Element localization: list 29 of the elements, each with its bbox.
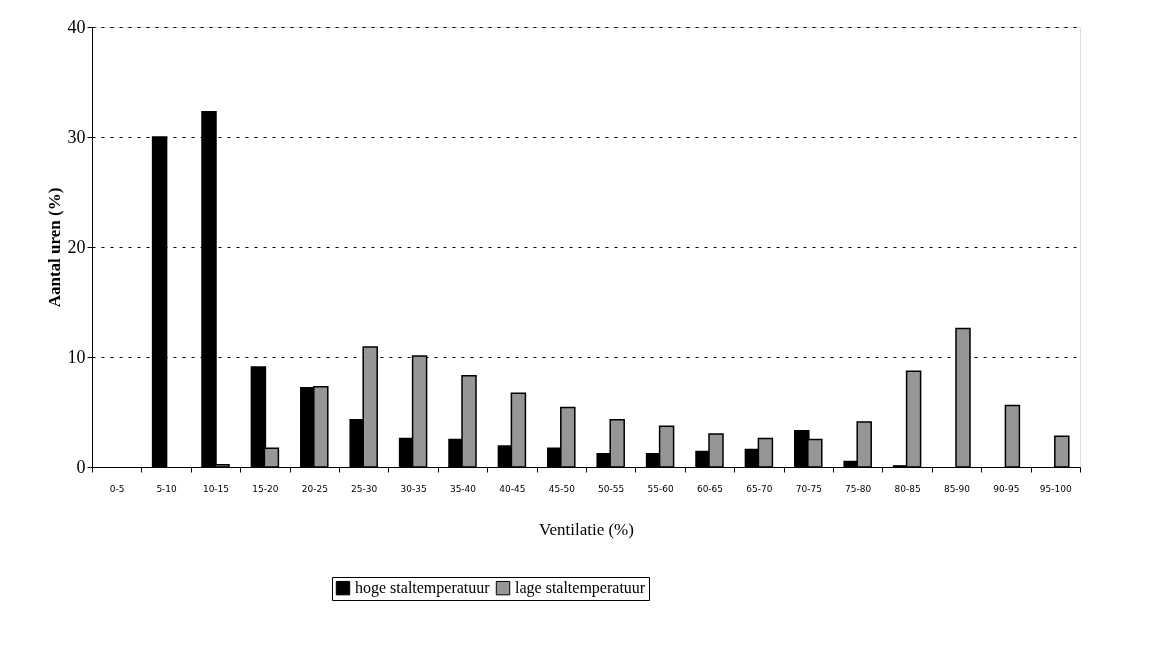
x-tick-label: 90-95	[993, 483, 1020, 494]
x-tick-label: 65-70	[746, 483, 773, 494]
x-tick-label: 5-10	[156, 483, 178, 494]
y-tick-label: 30	[67, 126, 86, 147]
x-tick-label: 0-5	[109, 483, 125, 494]
x-tick-label: 50-55	[598, 483, 625, 494]
x-tick-label: 80-85	[894, 483, 921, 494]
x-tick-label: 55-60	[647, 483, 674, 494]
legend-label: lage staltemperatuur	[515, 579, 646, 598]
x-tick-label: 40-45	[499, 483, 526, 494]
y-tick-label: 10	[67, 346, 86, 367]
x-tick-label: 15-20	[252, 483, 279, 494]
y-tick-label: 40	[67, 16, 86, 37]
x-tick-label: 35-40	[449, 483, 477, 494]
y-tick-label: 0	[76, 456, 86, 477]
legend-label: hoge staltemperatuur	[355, 579, 491, 598]
y-tick-label: 20	[67, 236, 86, 257]
x-tick-label: 45-50	[548, 483, 576, 494]
x-tick-label: 75-80	[845, 483, 872, 494]
x-tick-label: 95-100	[1039, 483, 1073, 494]
x-tick-label: 10-15	[202, 483, 230, 494]
y-axis-title: Aantal uren (%)	[44, 187, 64, 308]
x-tick-label: 25-30	[351, 483, 378, 494]
x-axis-title: Ventilatie (%)	[539, 519, 634, 539]
x-tick-label: 60-65	[696, 483, 724, 494]
x-tick-label: 20-25	[301, 483, 328, 494]
x-tick-label: 70-75	[795, 483, 822, 494]
x-tick-label: 85-90	[943, 483, 971, 494]
x-tick-label: 30-35	[400, 483, 427, 494]
